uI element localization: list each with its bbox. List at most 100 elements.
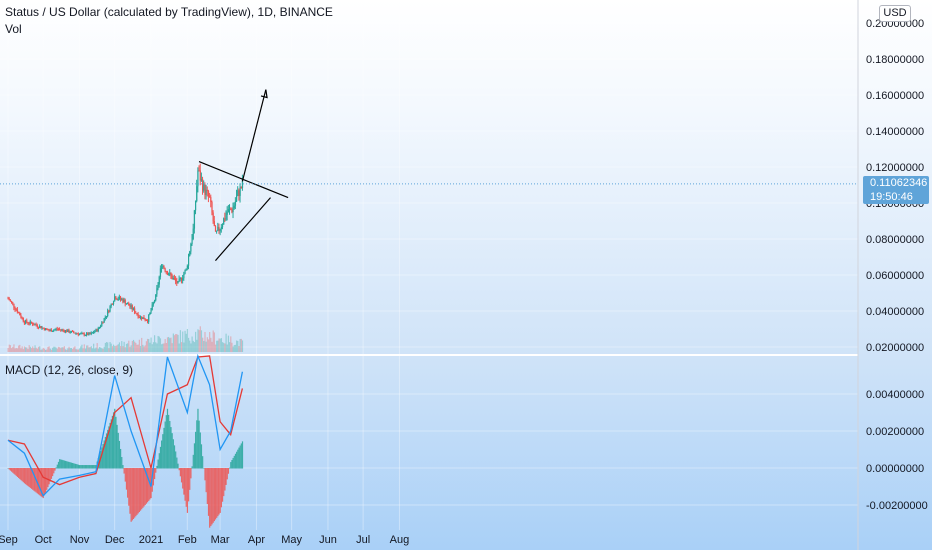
- macd-hist-bar: [83, 465, 85, 469]
- candle-body: [168, 274, 170, 276]
- macd-hist-bar: [179, 468, 181, 477]
- candle-body: [144, 319, 146, 321]
- volume-bar: [122, 346, 124, 352]
- candle-body: [66, 330, 68, 332]
- macd-hist-bar: [236, 451, 238, 469]
- volume-bar: [233, 345, 235, 352]
- breakout-arrow: [241, 89, 267, 182]
- candle-body: [122, 299, 124, 303]
- volume-bar: [75, 349, 77, 352]
- volume-bar: [135, 342, 137, 352]
- candle-body: [230, 208, 232, 210]
- volume-bar: [100, 347, 102, 352]
- volume-bar: [121, 341, 123, 352]
- volume-bar: [131, 341, 133, 352]
- volume-bar: [14, 348, 16, 352]
- candle-body: [198, 170, 200, 172]
- volume-bar: [172, 333, 174, 352]
- candle-body: [157, 284, 159, 289]
- candle-body: [223, 218, 225, 225]
- candle-body: [219, 228, 221, 231]
- time-tick-label: Aug: [390, 534, 410, 546]
- candle-body: [129, 305, 131, 307]
- macd-hist-bar: [178, 468, 180, 471]
- macd-axis[interactable]: 0.00400000 0.00200000 0.00000000 -0.0020000…: [866, 389, 928, 512]
- macd-hist-bar: [227, 468, 230, 474]
- candle-body: [82, 333, 84, 335]
- volume-bar: [154, 335, 156, 352]
- candle-body: [21, 317, 23, 319]
- macd-tick-label: 0.00000000: [866, 463, 924, 475]
- macd-hist-bar: [76, 464, 78, 469]
- volume-bar: [204, 331, 206, 352]
- macd-hist-bar: [136, 468, 138, 515]
- macd-hist-bar: [218, 468, 220, 515]
- macd-hist-bar: [198, 420, 200, 469]
- macd-hist-bar: [121, 457, 123, 469]
- volume-bar: [139, 345, 142, 352]
- volume-bar: [186, 328, 189, 352]
- time-axis[interactable]: Sep Oct Nov Dec 2021 Feb Mar Apr May Jun Jul Aug: [0, 534, 409, 546]
- candle-body: [53, 329, 55, 332]
- macd-tick-label: 0.00400000: [866, 389, 924, 401]
- candle-body: [163, 265, 165, 269]
- macd-hist-bar: [21, 468, 23, 482]
- volume-bar: [102, 348, 104, 352]
- volume-bar: [199, 326, 201, 352]
- volume-bar: [28, 345, 30, 352]
- candle-body: [221, 224, 224, 228]
- volume-bar: [118, 342, 121, 352]
- volume-bar: [198, 330, 200, 352]
- candle-body: [29, 321, 31, 324]
- macd-hist-bar: [129, 468, 131, 514]
- candle-body: [121, 299, 123, 301]
- macd-hist-bar: [61, 459, 63, 469]
- candle-body: [220, 227, 223, 229]
- volume-bar: [76, 349, 78, 352]
- volume-bar: [175, 334, 177, 352]
- macd-hist-bar: [124, 468, 126, 482]
- macd-hist-bar: [114, 408, 116, 469]
- currency-badge[interactable]: USD: [879, 5, 911, 22]
- volume-bar: [37, 346, 40, 352]
- macd-hist-bar: [43, 468, 46, 496]
- volume-bar: [93, 343, 95, 352]
- candle-body: [9, 300, 12, 302]
- candle-body: [192, 228, 194, 239]
- macd-hist-bar: [122, 465, 124, 469]
- time-tick-label: Mar: [211, 534, 230, 546]
- volume-bar: [151, 344, 153, 352]
- time-tick-label: Dec: [105, 534, 125, 546]
- volume-bar: [77, 349, 80, 352]
- volume-bar: [170, 337, 172, 352]
- candle-body: [48, 330, 50, 332]
- volume-bar: [234, 344, 237, 352]
- macd-hist-bar: [241, 441, 244, 469]
- trend-drawings[interactable]: [198, 89, 289, 261]
- macd-hist-bar: [59, 459, 61, 469]
- candle-body: [77, 333, 80, 335]
- price-tick-label: 0.02000000: [866, 342, 924, 354]
- macd-hist-bar: [182, 468, 184, 489]
- macd-hist-bar: [26, 468, 28, 486]
- volume-bar: [146, 338, 149, 352]
- macd-hist-bar: [144, 468, 146, 506]
- candle-body: [178, 279, 180, 282]
- macd-hist-bar: [91, 465, 94, 469]
- candle-body: [59, 329, 61, 331]
- candle-body: [64, 330, 67, 332]
- volume-bar: [205, 341, 207, 352]
- volume-bar: [82, 348, 84, 352]
- volume-bar: [80, 346, 82, 352]
- candle-body: [102, 322, 104, 324]
- volume-bar: [115, 345, 117, 352]
- macd-hist-bar: [168, 414, 170, 469]
- volume-bar: [220, 338, 223, 352]
- candle-body: [197, 170, 199, 187]
- volume-bar: [213, 332, 215, 352]
- macd-hist-bar: [103, 440, 105, 469]
- volume-bar: [9, 345, 12, 352]
- volume-bar: [207, 339, 210, 352]
- candle-body: [151, 304, 153, 310]
